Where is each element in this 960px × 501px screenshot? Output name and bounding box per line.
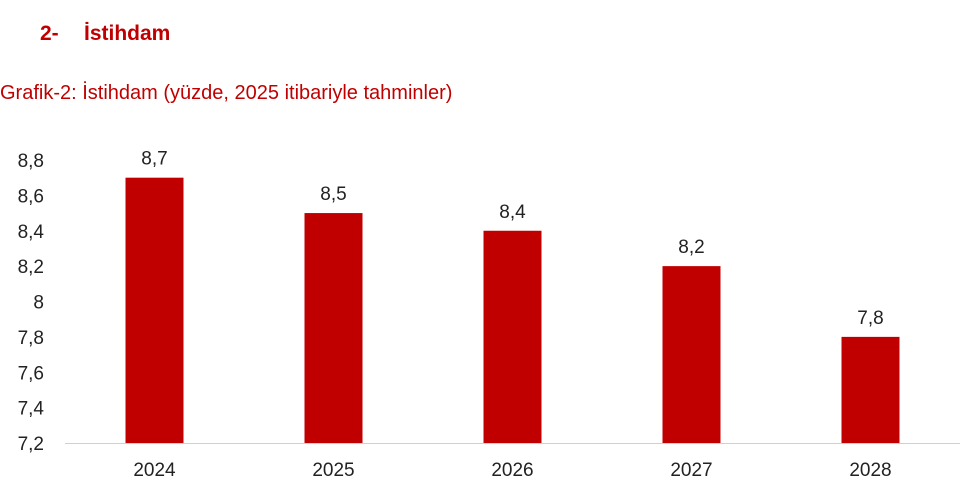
value-label: 8,2 [678,237,704,258]
x-tick-label: 2028 [849,460,891,481]
value-label: 8,5 [320,184,346,205]
y-tick-label: 7,4 [18,399,45,420]
value-label: 8,4 [499,202,526,223]
bars [125,177,900,443]
y-tick-label: 8 [33,293,44,314]
y-tick-label: 8,2 [18,257,44,278]
value-label: 8,7 [141,149,167,170]
bar-2027 [662,266,721,443]
y-tick-label: 8,6 [18,186,44,207]
section-heading: 2- İstihdam [40,22,170,46]
chart-title: Grafik-2: İstihdam (yüzde, 2025 itibariy… [0,82,453,104]
x-axis-ticks: 2024 2025 2026 2027 2028 [133,460,891,481]
x-tick-label: 2027 [670,460,712,481]
y-axis-ticks: 7,2 7,4 7,6 7,8 8 8,2 8,4 8,6 8,8 [18,151,45,455]
bar-2025 [304,213,363,443]
y-tick-label: 8,8 [18,151,44,172]
x-tick-label: 2024 [133,460,176,481]
y-tick-label: 7,6 [18,363,44,384]
value-labels: 8,7 8,5 8,4 8,2 7,8 [141,149,883,329]
x-tick-label: 2025 [312,460,354,481]
y-tick-label: 7,8 [18,328,44,349]
x-tick-label: 2026 [491,460,533,481]
bar-2024 [125,177,184,443]
y-tick-label: 7,2 [18,434,44,455]
section-number: 2- [40,22,59,45]
value-label: 7,8 [857,308,883,329]
bar-2026 [483,230,542,443]
section-title: İstihdam [84,22,171,45]
bar-2028 [841,336,900,443]
y-tick-label: 8,4 [18,222,45,243]
